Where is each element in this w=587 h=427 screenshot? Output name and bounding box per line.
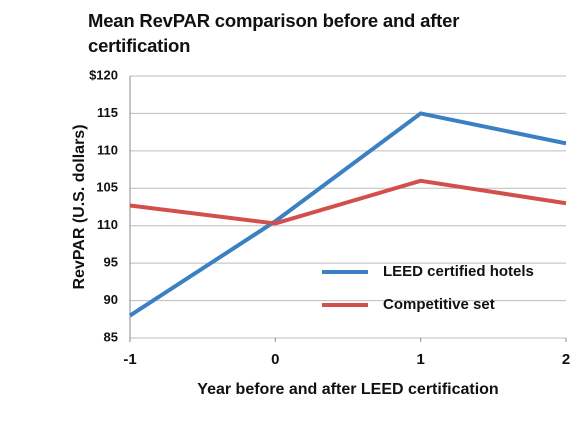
y-tick-label: 85 <box>104 329 118 344</box>
y-tick-label: 95 <box>104 255 118 270</box>
y-axis-label: RevPAR (U.S. dollars) <box>71 124 88 289</box>
y-tick-label: 110 <box>97 142 118 157</box>
y-tick-label: 90 <box>104 292 118 307</box>
y-tick-label: 110 <box>97 217 118 232</box>
y-tick-label: 115 <box>97 105 118 120</box>
chart-title: Mean RevPAR comparison before and after … <box>88 10 460 56</box>
x-tick-label: 2 <box>562 351 570 368</box>
legend-label: LEED certified hotels <box>383 263 534 280</box>
x-tick-label: 1 <box>416 351 424 368</box>
data-line <box>129 178 567 226</box>
legend-label: Competitive set <box>383 296 495 313</box>
y-tick-label: 105 <box>96 180 118 195</box>
x-tick-label: 0 <box>271 351 279 368</box>
x-tick-label: -1 <box>123 351 136 368</box>
data-line <box>128 111 567 318</box>
y-tick-label: $120 <box>89 67 118 82</box>
x-axis-label: Year before and after LEED certification <box>197 381 498 398</box>
